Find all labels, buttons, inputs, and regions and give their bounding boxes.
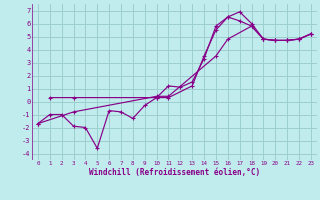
X-axis label: Windchill (Refroidissement éolien,°C): Windchill (Refroidissement éolien,°C) — [89, 168, 260, 177]
